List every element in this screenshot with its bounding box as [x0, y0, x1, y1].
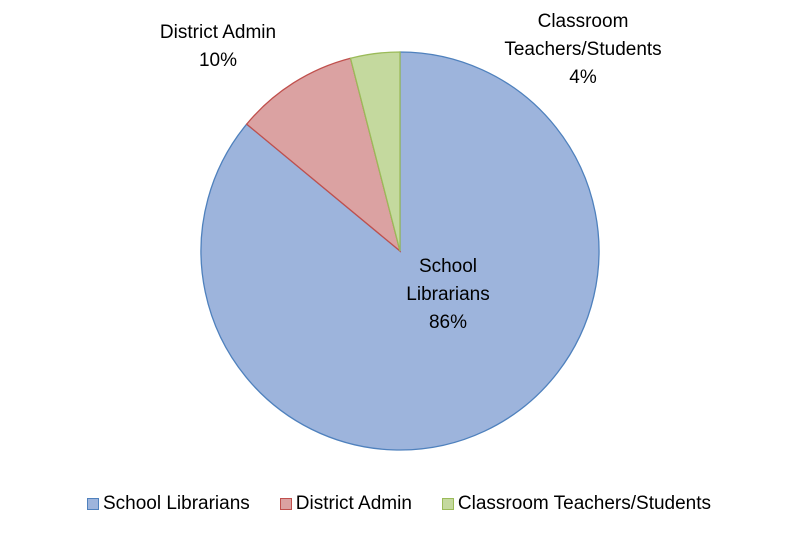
label-value: 86%: [428, 312, 468, 333]
legend-swatch: [279, 498, 292, 510]
legend-item: Classroom Teachers/Students: [441, 493, 712, 515]
label-name: Classroom Teachers/Students: [504, 11, 662, 60]
label-value: 4%: [569, 67, 597, 88]
legend-swatch: [86, 498, 99, 510]
legend-item: School Librarians: [86, 493, 250, 515]
legend-label: District Admin: [295, 493, 412, 514]
legend: School Librarians District Admin Classroom…: [0, 493, 798, 515]
legend-item: District Admin: [279, 493, 412, 515]
data-label: Classroom Teachers/Students 4%: [493, 8, 673, 92]
legend-swatch: [441, 498, 454, 510]
legend-label: Classroom Teachers/Students: [457, 493, 712, 514]
data-label: District Admin 10%: [118, 19, 318, 75]
pie-slice: [200, 51, 600, 451]
label-name: District Admin: [159, 22, 277, 43]
label-value: 10%: [198, 50, 238, 71]
pie-slice: [245, 57, 402, 253]
data-label: School Librarians 86%: [388, 253, 508, 337]
legend-label: School Librarians: [102, 493, 250, 514]
pie-slice: [349, 51, 401, 252]
label-name: School Librarians: [406, 256, 490, 305]
